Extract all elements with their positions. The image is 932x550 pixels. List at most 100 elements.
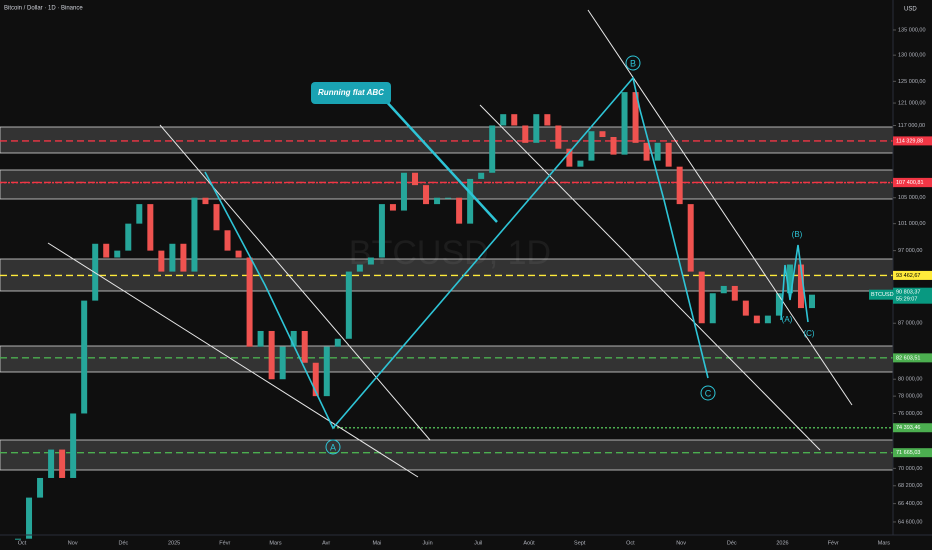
x-tick-label: 2025 <box>168 540 180 546</box>
candle <box>423 185 430 205</box>
zone <box>0 169 894 200</box>
price-badge <box>893 448 932 458</box>
candle <box>709 293 716 324</box>
candle <box>48 449 55 478</box>
wave-label: A <box>330 442 336 452</box>
trendline <box>47 242 419 478</box>
candle <box>809 294 815 309</box>
y-tick-label: 125 000,00 <box>898 79 926 85</box>
candle <box>610 137 617 155</box>
candle <box>522 125 529 143</box>
wave-circle <box>325 439 341 455</box>
candle <box>687 204 694 272</box>
candle <box>456 197 463 224</box>
x-tick-label: Déc <box>727 540 737 546</box>
callout-pointer <box>384 99 498 223</box>
candle <box>478 172 485 179</box>
price-badge <box>893 353 932 363</box>
candle <box>290 330 297 347</box>
candle <box>59 449 66 478</box>
x-tick-label: 2026 <box>776 540 788 546</box>
x-tick-label: Juil <box>474 540 482 546</box>
candle <box>775 293 782 316</box>
candle <box>180 243 187 272</box>
wave-line <box>204 76 709 430</box>
candle <box>147 204 154 251</box>
wave-lines <box>204 76 809 430</box>
y-tick-label: 135 000,00 <box>898 27 926 33</box>
wave-circle <box>700 385 716 401</box>
last-price-badge <box>893 287 932 304</box>
candle <box>797 264 804 309</box>
candle <box>467 178 474 224</box>
candle <box>26 497 33 539</box>
candle <box>312 362 319 397</box>
y-tick-label: 70 000,00 <box>898 466 922 472</box>
candle <box>698 271 705 324</box>
candle <box>753 315 760 324</box>
symbol-label: BTCUSD <box>871 292 894 298</box>
y-tick-label: 117 000,00 <box>898 123 925 129</box>
x-tick-label: Oct <box>626 540 635 546</box>
candle <box>367 257 374 265</box>
trendlines <box>47 9 853 478</box>
price-badge-label: 74 393,46 <box>896 425 920 431</box>
candle <box>158 250 165 272</box>
zone <box>0 345 894 373</box>
candle <box>136 204 143 224</box>
candle <box>125 223 132 251</box>
zone <box>0 439 894 471</box>
candle <box>511 114 518 126</box>
candle <box>764 315 771 324</box>
candle <box>169 243 176 272</box>
wave-label: B <box>630 58 636 68</box>
y-tick-label: 105 000,00 <box>898 195 926 201</box>
candle <box>334 338 341 347</box>
y-tick-label: 64 600,00 <box>898 519 922 525</box>
price-badge-label: 114 329,88 <box>896 138 923 144</box>
candle <box>720 285 727 294</box>
candle <box>103 243 110 258</box>
x-tick-label: Août <box>523 540 535 546</box>
x-tick-label: Avr <box>322 540 330 546</box>
zone <box>0 126 894 154</box>
levels <box>0 140 893 454</box>
wave-label: (B) <box>792 230 803 239</box>
candles <box>15 92 815 540</box>
candle <box>676 166 683 205</box>
candle <box>412 172 418 186</box>
countdown: 55:29:07 <box>896 297 917 303</box>
y-tick-label: 87 000,00 <box>898 321 922 327</box>
candle <box>621 92 628 155</box>
candle <box>632 92 639 143</box>
candle <box>654 142 661 161</box>
x-tick-label: Mars <box>269 540 281 546</box>
symbol-badge <box>869 289 893 300</box>
y-tick-label: 97 000,00 <box>898 248 922 254</box>
candle <box>70 413 77 478</box>
candle <box>114 250 121 258</box>
candle <box>555 125 562 149</box>
y-tick-label: 76 000,00 <box>898 411 922 417</box>
candle <box>378 204 385 258</box>
callout-box <box>311 82 391 104</box>
candle <box>500 114 507 126</box>
x-tick-label: Juin <box>423 540 433 546</box>
trendline <box>479 104 821 451</box>
candle <box>577 160 584 167</box>
candle <box>81 300 88 414</box>
x-tick-label: Mars <box>878 540 890 546</box>
x-tick-label: Févr <box>828 540 839 546</box>
candle <box>742 300 749 316</box>
y-tick-label: 66 400,00 <box>898 501 922 507</box>
candle <box>356 264 363 272</box>
y-tick-label: 121 000,00 <box>898 101 926 107</box>
price-badge <box>893 136 932 146</box>
callout-text: Running flat ABC <box>318 88 384 97</box>
candle <box>202 197 209 205</box>
y-tick-label: 68 200,00 <box>898 483 922 489</box>
candle <box>544 114 551 126</box>
wave-circle <box>625 55 641 71</box>
y-tick-label: 80 000,00 <box>898 377 922 383</box>
